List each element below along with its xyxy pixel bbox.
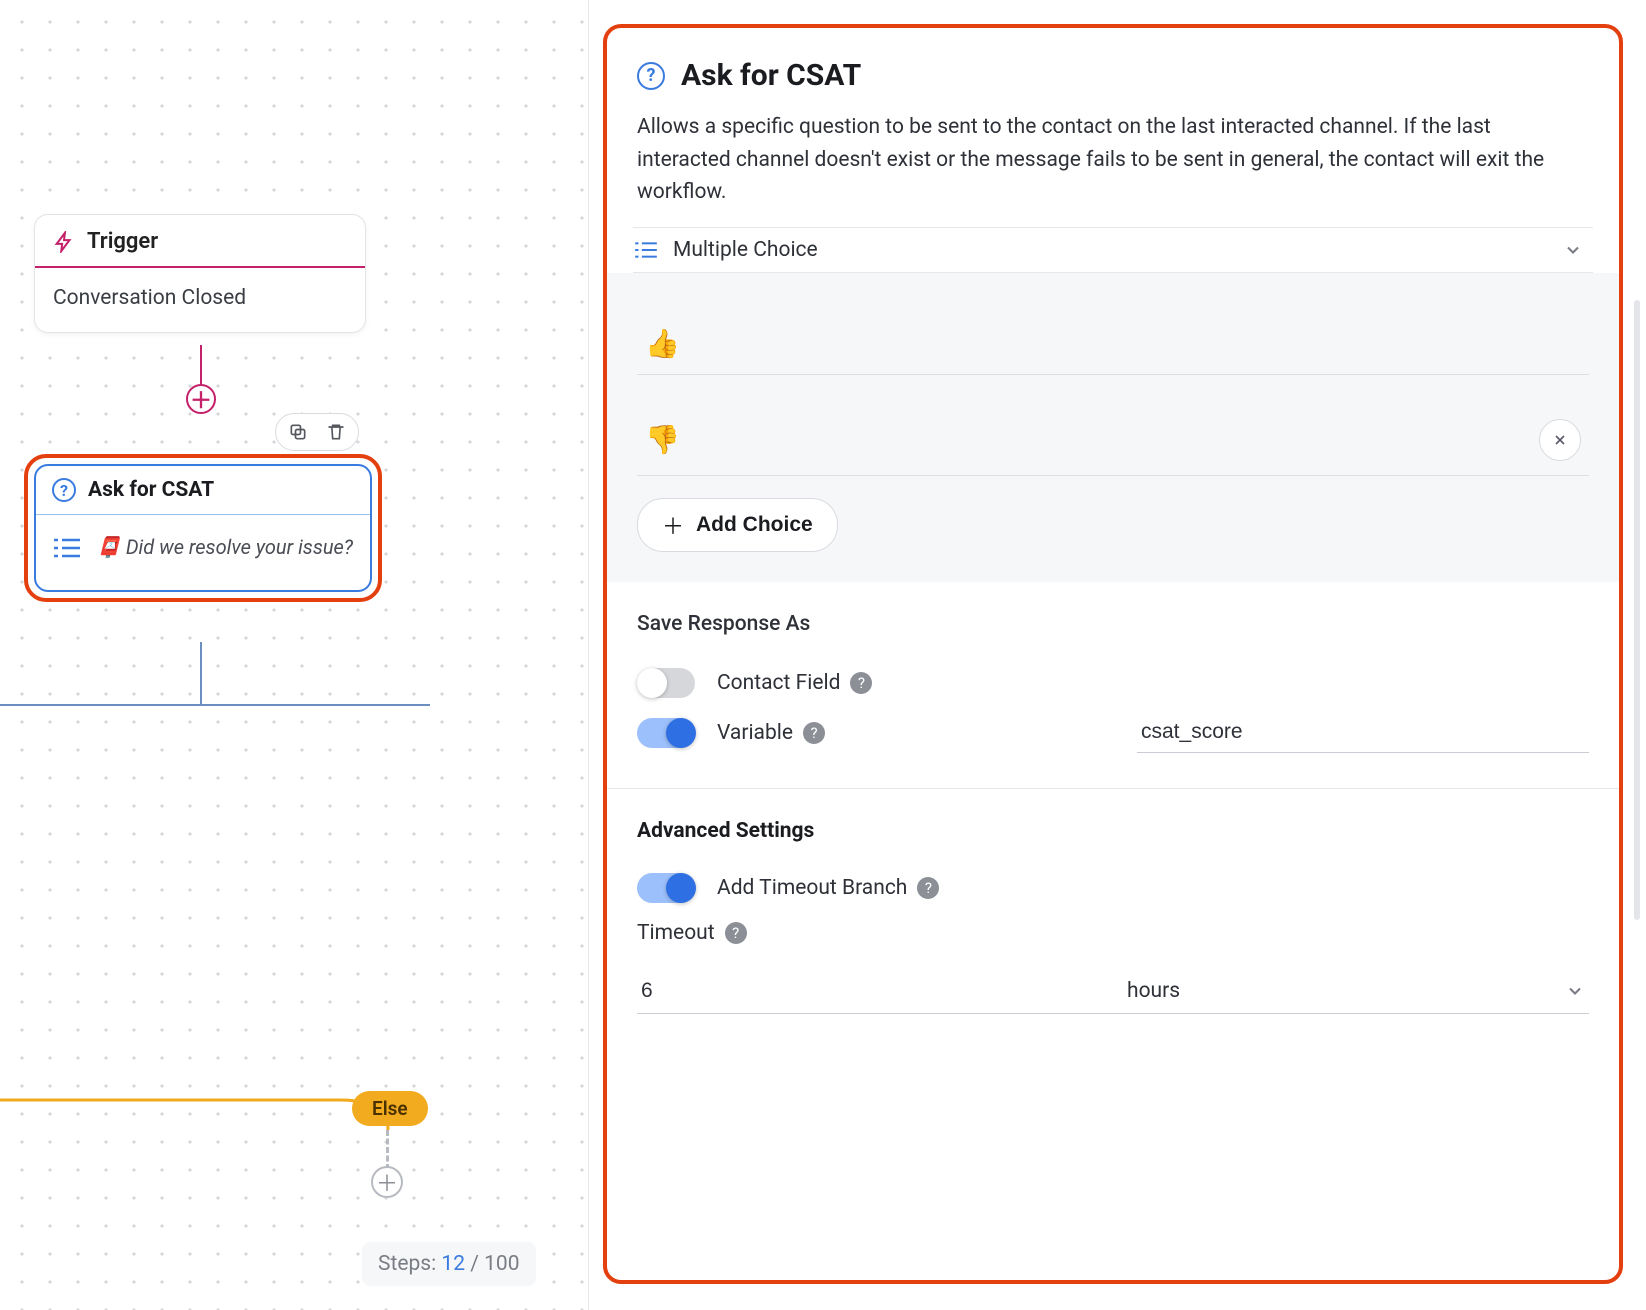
add-choice-label: Add Choice xyxy=(696,513,813,537)
trigger-body: Conversation Closed xyxy=(35,268,365,332)
advanced-settings-label: Advanced Settings xyxy=(637,819,1589,843)
add-step-button[interactable]: ＋ xyxy=(186,384,216,414)
copy-node-button[interactable] xyxy=(284,418,312,446)
trash-icon xyxy=(326,422,346,442)
question-icon: ? xyxy=(637,62,665,90)
multiple-choice-icon xyxy=(52,536,82,560)
variable-toggle[interactable] xyxy=(637,718,695,748)
question-icon: ? xyxy=(52,478,76,502)
steps-counter: Steps: 12 / 100 xyxy=(362,1242,536,1286)
add-else-step-button[interactable]: ＋ xyxy=(371,1166,403,1198)
ask-node-title: Ask for CSAT xyxy=(88,478,214,502)
help-icon[interactable]: ? xyxy=(803,722,825,744)
trigger-node[interactable]: Trigger Conversation Closed xyxy=(34,214,366,333)
variable-label: Variable xyxy=(717,721,793,745)
chevron-down-icon xyxy=(1563,240,1583,260)
config-panel: ? Ask for CSAT Allows a specific questio… xyxy=(588,0,1646,1310)
remove-choice-button[interactable] xyxy=(1539,419,1581,461)
timeout-branch-toggle-row: Add Timeout Branch ? xyxy=(637,863,1589,913)
help-icon[interactable]: ? xyxy=(917,877,939,899)
steps-current: 12 xyxy=(441,1252,465,1276)
timeout-inputs: hours xyxy=(637,969,1589,1014)
help-icon[interactable]: ? xyxy=(725,922,747,944)
steps-total: 100 xyxy=(484,1252,519,1276)
timeout-unit-label: hours xyxy=(1127,979,1180,1003)
choice-row[interactable]: 👍 xyxy=(637,313,1589,375)
branch-line xyxy=(0,704,430,706)
else-dashed-line xyxy=(386,1130,389,1170)
copy-icon xyxy=(288,422,308,442)
choice-value: 👎 xyxy=(645,423,680,456)
plus-icon: ＋ xyxy=(662,509,684,541)
timeout-branch-toggle[interactable] xyxy=(637,873,695,903)
trigger-bolt-icon xyxy=(53,231,75,253)
scrollbar[interactable] xyxy=(1634,300,1640,920)
choice-row[interactable]: 👎 xyxy=(637,405,1589,476)
variable-row: Variable ? xyxy=(637,708,1589,758)
config-panel-highlight: ? Ask for CSAT Allows a specific questio… xyxy=(603,24,1623,1284)
trigger-title: Trigger xyxy=(87,229,158,254)
timeout-label-row: Timeout ? xyxy=(637,921,1589,945)
ask-csat-node[interactable]: ? Ask for CSAT 📮 Did we resolve your iss… xyxy=(34,464,372,592)
timeout-label: Timeout xyxy=(637,921,715,945)
choices-area: 👍 👎 ＋ Add Choice xyxy=(607,273,1619,582)
help-icon[interactable]: ? xyxy=(850,672,872,694)
steps-sep: / xyxy=(470,1252,484,1276)
panel-description: Allows a specific question to be sent to… xyxy=(637,111,1589,209)
ask-node-highlight: ? Ask for CSAT 📮 Did we resolve your iss… xyxy=(24,454,382,602)
timeout-unit-select[interactable]: hours xyxy=(1113,969,1589,1014)
contact-field-label: Contact Field xyxy=(717,671,840,695)
else-branch-path xyxy=(0,1060,420,1200)
choice-value: 👍 xyxy=(645,327,680,360)
question-type-label: Multiple Choice xyxy=(673,238,818,262)
save-response-section-label: Save Response As xyxy=(637,612,1589,636)
trigger-node-header: Trigger xyxy=(35,215,365,268)
add-choice-button[interactable]: ＋ Add Choice xyxy=(637,498,838,552)
panel-title-row: ? Ask for CSAT xyxy=(637,58,1589,93)
workflow-canvas[interactable]: Trigger Conversation Closed ＋ ? Ask for … xyxy=(0,0,588,1310)
chevron-down-icon xyxy=(1565,981,1585,1001)
ask-node-body: 📮 Did we resolve your issue? xyxy=(36,515,370,590)
connector-line-2 xyxy=(200,642,202,706)
timeout-value-input[interactable] xyxy=(637,969,1113,1014)
variable-name-input[interactable] xyxy=(1137,712,1589,753)
contact-field-toggle[interactable] xyxy=(637,668,695,698)
divider xyxy=(607,788,1619,789)
question-type-select[interactable]: Multiple Choice xyxy=(633,227,1593,273)
ask-node-message: 📮 Did we resolve your issue? xyxy=(96,533,353,562)
ask-node-header: ? Ask for CSAT xyxy=(36,466,370,515)
steps-label: Steps: xyxy=(378,1252,436,1276)
close-icon xyxy=(1552,432,1568,448)
timeout-branch-label: Add Timeout Branch xyxy=(717,876,907,900)
delete-node-button[interactable] xyxy=(322,418,350,446)
else-branch-pill[interactable]: Else xyxy=(352,1091,428,1126)
node-toolbar xyxy=(275,413,359,451)
contact-field-toggle-row: Contact Field ? xyxy=(637,658,1589,708)
multiple-choice-icon xyxy=(633,240,659,260)
panel-title: Ask for CSAT xyxy=(681,58,861,93)
